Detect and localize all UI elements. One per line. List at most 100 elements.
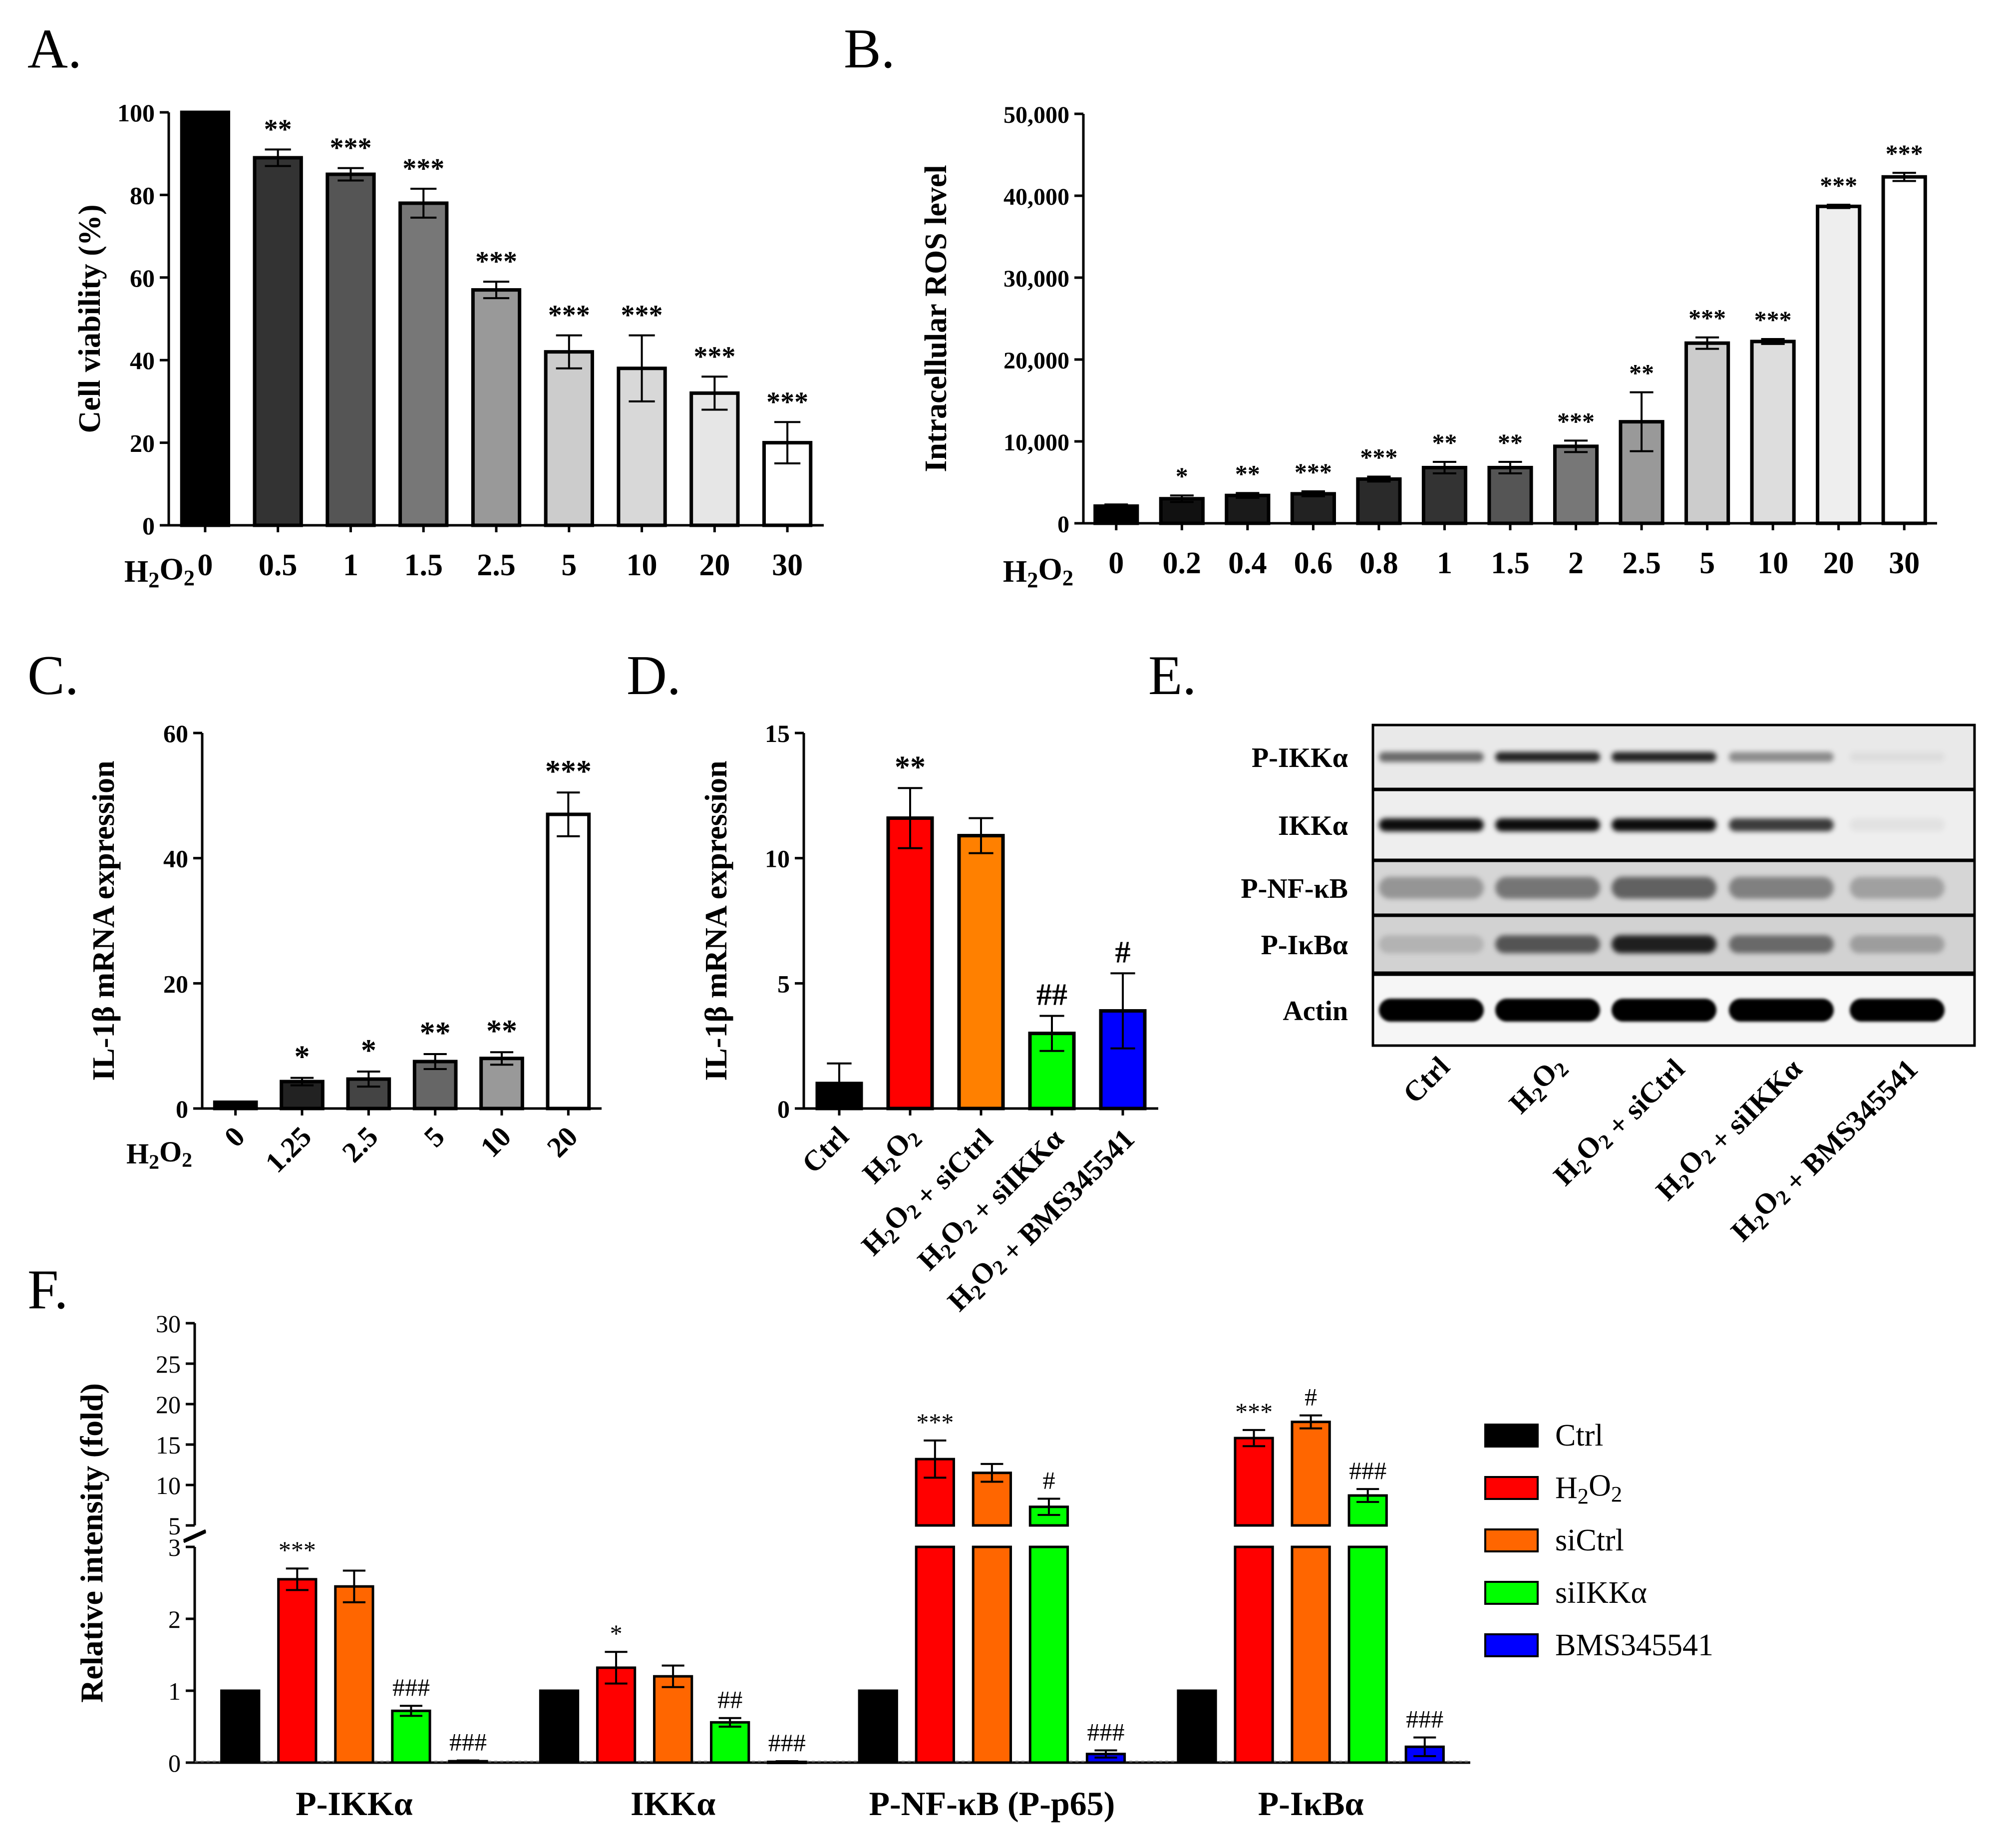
significance-mark: ### [1349,1457,1386,1484]
y-axis-label: Cell viability (%) [73,204,107,433]
x-tick-label: 0.2 [1163,546,1202,580]
blot-band [1495,999,1600,1022]
panel-label: F. [27,1259,68,1321]
blot-band [1379,818,1484,831]
significance-mark: *** [621,300,663,331]
significance-mark: ### [1087,1718,1125,1746]
y-tick-label: 0 [168,1749,181,1777]
significance-mark: *** [916,1408,954,1436]
x-tick-label: 5 [1699,546,1715,580]
bar [653,1675,693,1764]
significance-mark: *** [330,133,371,164]
panel-label: A. [27,18,82,80]
treatment-label: H2O2 [126,1135,192,1174]
y-tick-label: 20 [156,1391,181,1419]
x-tick-label: 0.6 [1294,546,1333,580]
blot-band [1495,877,1600,899]
x-tick-label: 2.5 [477,548,516,582]
legend-label: Ctrl [1555,1419,1603,1453]
bar [1750,340,1796,525]
significance-mark: *** [1235,1398,1273,1426]
x-tick-label: 0 [1108,546,1124,580]
bar [1347,1545,1388,1764]
x-tick-label: 1.5 [1491,546,1530,580]
significance-mark: *** [279,1536,316,1564]
x-tick-label: 0.8 [1359,546,1398,580]
x-tick-label: 2 [1568,546,1584,580]
legend-label: H2O2 [1555,1469,1622,1509]
significance-mark: ** [895,750,926,784]
x-tick-label: 5 [561,548,577,582]
x-tick-label: 1.5 [404,548,443,582]
legend-label: siIKKα [1555,1576,1647,1610]
blot-band [1729,877,1834,899]
bar [539,1689,580,1764]
bar [1225,493,1271,525]
x-tick-label: 20 [699,548,730,582]
x-tick-label: 20 [541,1120,584,1163]
blot-band [1850,752,1945,762]
x-tick-label: 10 [1757,546,1788,580]
significance-mark: *** [1886,139,1923,167]
x-tick-label: 1 [1437,546,1452,580]
y-tick-label: 30,000 [1003,266,1069,292]
panel-label: E. [1148,645,1196,707]
significance-mark: ### [1406,1705,1443,1733]
significance-mark: * [610,1619,623,1647]
bar [1553,444,1599,525]
y-tick-label: 40 [130,347,155,374]
bar [1291,1421,1331,1527]
blot-row-label: P-NF-κB [1241,873,1348,904]
blot-band [1379,752,1484,762]
x-tick-label: 2.5 [1622,546,1661,580]
blot-band [1495,818,1600,831]
significance-mark: ** [1432,428,1457,456]
group-label: P-IKKα [296,1785,412,1823]
significance-mark: *** [1295,458,1332,486]
x-tick-label: 30 [1889,546,1920,580]
significance-mark: *** [693,341,735,372]
bar [1881,175,1927,525]
bar [858,1689,898,1764]
significance-mark: *** [1557,407,1595,435]
significance-mark: ** [1498,428,1523,456]
significance-mark: * [295,1040,310,1074]
y-axis-label: IL-1β mRNA expression [87,760,121,1081]
significance-mark: *** [545,754,592,788]
panel-e-western-blot: E. P-IKKα IKKα P-NF-κB P-IκBα Actin Ctrl H2O2 H2… [1148,645,1976,1250]
blot-band [1850,818,1945,831]
y-axis-label: IL-1β mRNA expression [699,760,733,1081]
y-tick-label: 20,000 [1003,348,1069,374]
group-label: P-NF-κB (P-p65) [869,1785,1115,1823]
bar [471,288,522,527]
blot-row-label: P-IκBα [1261,930,1348,961]
bar-break-gap [914,1527,956,1545]
y-tick-label: 40 [163,845,188,873]
bar [1291,1545,1331,1764]
bar [1290,492,1336,525]
x-tick-label: 20 [1823,546,1854,580]
y-tick-label: 0 [176,1095,188,1123]
significance-mark: ** [420,1016,451,1050]
treatment-label: H2O2 [1003,553,1073,593]
y-tick-label: 5 [168,1512,181,1540]
bar [326,172,376,527]
group-label: IKKα [631,1785,715,1823]
blot-band [1729,935,1834,953]
y-tick-label: 15 [156,1431,181,1459]
bar [253,156,303,527]
y-tick-label: 0 [1057,511,1069,538]
y-axis-label: Intracellular ROS level [919,165,953,472]
panel-label: D. [627,645,681,707]
significance-mark: *** [766,386,808,417]
blot-lane-label: H2O2 + BMS345541 [1723,1049,1924,1250]
y-tick-label: 20 [130,429,155,457]
panel-label: C. [27,645,79,707]
y-tick-label: 10,000 [1003,429,1069,456]
significance-mark: ## [717,1686,742,1714]
y-tick-label: 30 [156,1310,181,1338]
blot-row-label: P-IKKα [1252,742,1348,773]
x-tick-label: 10 [627,548,658,582]
bar [180,110,231,527]
